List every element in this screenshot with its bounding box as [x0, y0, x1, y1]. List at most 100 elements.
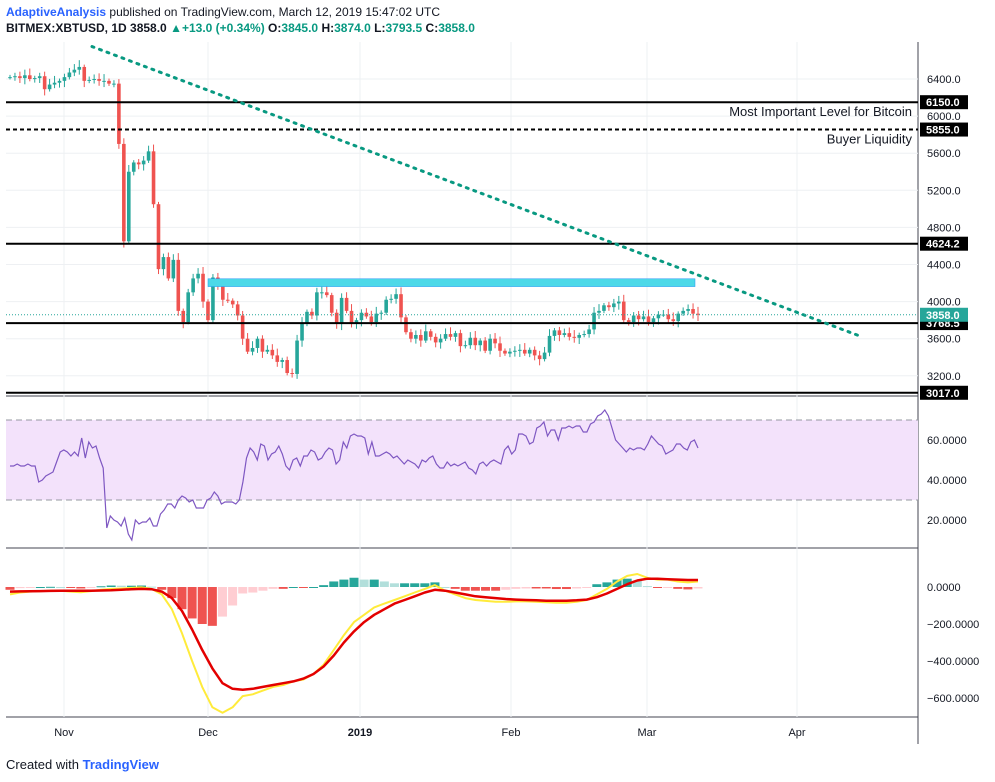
macd-histogram-bar [349, 577, 359, 587]
candle-body [453, 333, 458, 337]
price-pane[interactable]: Most Important Level for Bitcoin Buyer Li… [6, 45, 918, 394]
candle-body [23, 75, 27, 79]
candle-body [532, 349, 537, 356]
macd-histogram-bar [410, 583, 420, 587]
price-tick-label: 5600.0 [927, 148, 961, 160]
candle-body [409, 332, 413, 339]
candle-body [463, 345, 468, 347]
candle-body [151, 151, 156, 205]
candle-body [13, 76, 17, 78]
candle-body [671, 319, 676, 322]
candle-body [47, 84, 52, 90]
candle-body [587, 329, 591, 335]
macd-tick-label: −200.0000 [927, 619, 979, 631]
candle-body [656, 314, 661, 319]
macd-histogram-bar [511, 587, 521, 589]
macd-histogram-bar [572, 587, 582, 589]
candle-body [448, 334, 453, 337]
candle-body [414, 334, 418, 339]
macd-histogram-bar [369, 579, 379, 587]
macd-histogram-bar [339, 579, 349, 587]
close-value: 3858.0 [438, 21, 475, 35]
candle-body [384, 299, 388, 313]
price-tick-label: 4800.0 [927, 222, 961, 234]
macd-histogram-bar [258, 587, 268, 591]
candle-body [295, 340, 299, 374]
candle-body [245, 338, 250, 352]
candle-body [191, 278, 195, 293]
macd-histogram-bar [106, 585, 116, 587]
macd-histogram-bar [693, 587, 703, 589]
candle-body [196, 273, 200, 279]
macd-histogram-bar [66, 587, 76, 588]
candle-body [176, 259, 181, 311]
high-value: 3874.0 [334, 21, 371, 35]
macd-histogram-bar [167, 587, 177, 599]
candle-body [126, 171, 131, 242]
macd-histogram-bar [450, 587, 460, 589]
candle-body [206, 301, 210, 321]
candle-body [636, 315, 641, 320]
candle-body [423, 331, 428, 341]
rsi-pane[interactable] [6, 408, 918, 542]
x-tick-label: 2019 [348, 727, 372, 739]
candle-body [181, 310, 186, 323]
chart-canvas[interactable]: Most Important Level for Bitcoin Buyer Li… [0, 0, 995, 750]
macd-histogram-bar [582, 587, 592, 588]
candle-body [631, 315, 636, 323]
level-price-tag [920, 236, 968, 251]
x-tick-label: Nov [54, 727, 74, 739]
author-link[interactable]: AdaptiveAnalysis [6, 5, 107, 19]
candle-body [478, 340, 483, 346]
candle-body [77, 66, 82, 70]
tradingview-logo[interactable]: TradingView [82, 757, 159, 772]
candle-body [607, 305, 611, 308]
macd-histogram-bar [663, 587, 673, 588]
rsi-band [6, 420, 918, 500]
demand-zone [207, 278, 696, 287]
candle-body [112, 83, 116, 85]
candle-body [522, 349, 527, 354]
price-change: +13.0 (+0.34%) [181, 21, 265, 35]
macd-histogram-bar [35, 587, 45, 588]
candle-body [557, 330, 562, 335]
macd-histogram-bar [653, 587, 663, 588]
macd-histogram-bar [420, 583, 430, 587]
low-value: 3793.5 [385, 21, 423, 35]
candle-body [433, 336, 438, 343]
macd-histogram-bar [96, 586, 106, 588]
candle-body [582, 334, 586, 336]
macd-histogram-bar [379, 581, 389, 587]
candle-body [419, 334, 423, 341]
signal-line [9, 577, 698, 691]
candle-body [379, 312, 384, 314]
macd-histogram-bar [268, 587, 278, 589]
candle-body [567, 333, 572, 337]
created-with-label: Created with [6, 757, 79, 772]
footer: Created with TradingView [6, 757, 159, 772]
candle-body [483, 340, 487, 351]
macd-histogram-bar [491, 587, 501, 591]
candle-body [32, 78, 37, 80]
macd-histogram-bar [137, 585, 147, 587]
candle-body [503, 350, 507, 354]
candle-body [592, 312, 596, 330]
level-price-label: 6150.0 [926, 97, 960, 109]
macd-histogram-bar [248, 587, 258, 593]
candle-body [562, 333, 567, 335]
rsi-line [10, 408, 699, 542]
candle-body [97, 79, 101, 81]
candle-body [651, 318, 656, 323]
macd-histogram-bar [76, 587, 86, 589]
macd-histogram-bar [683, 587, 693, 590]
candle-body [399, 294, 403, 318]
candle-body [646, 316, 651, 323]
candle-body [255, 338, 260, 348]
candle-body [428, 331, 433, 337]
symbol-label[interactable]: BITMEX:XBTUSD, 1D [6, 21, 127, 35]
rsi-tick-label: 40.0000 [927, 475, 967, 487]
candle-body [696, 313, 700, 315]
macd-pane[interactable] [5, 573, 703, 714]
macd-histogram-bar [278, 587, 288, 589]
macd-histogram-bar [5, 587, 15, 590]
